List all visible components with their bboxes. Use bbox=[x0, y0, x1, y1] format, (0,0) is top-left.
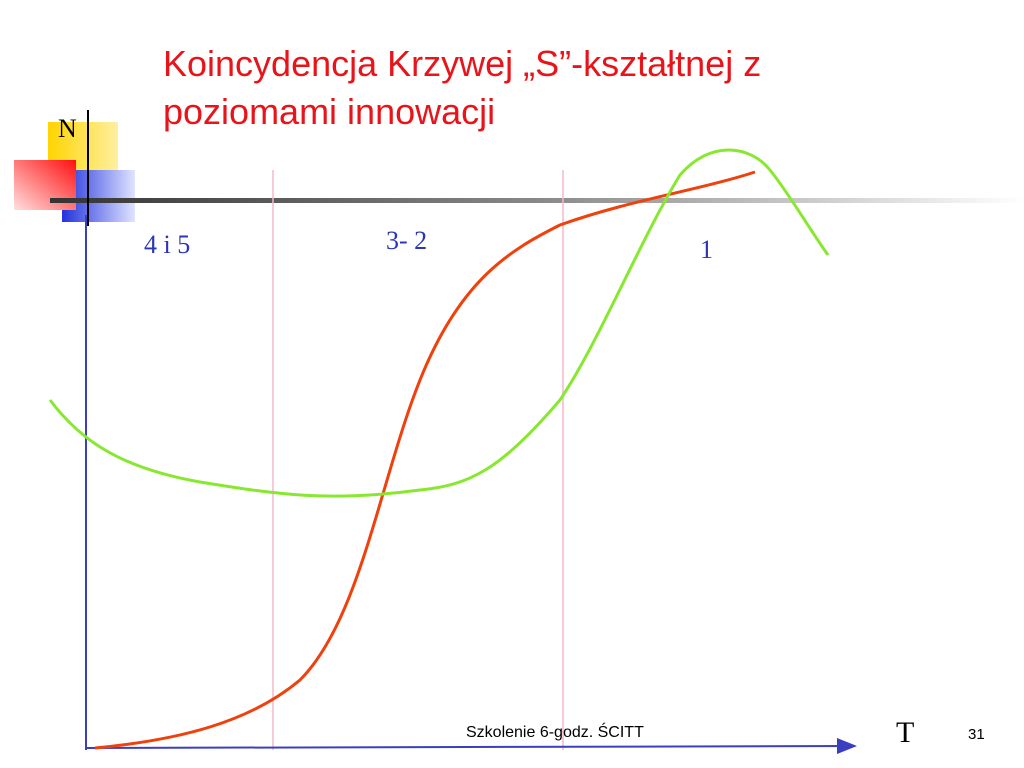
footer: Szkolenie 6-godz. ŚCITT bbox=[466, 724, 644, 741]
title: Koincydencja Krzywej „S”-kształtnej z po… bbox=[163, 43, 762, 132]
x-axis-label: T bbox=[896, 716, 915, 749]
innovation-curve bbox=[48, 148, 830, 498]
decor-line bbox=[50, 198, 1024, 203]
y-axis-label: N bbox=[58, 114, 77, 143]
region-label: 4 i 5 bbox=[144, 230, 191, 259]
region-label: 3- 2 bbox=[386, 226, 428, 255]
region-label: 1 bbox=[700, 235, 713, 264]
x-axis bbox=[85, 738, 857, 755]
page-number: 31 bbox=[968, 726, 985, 743]
s-curve bbox=[94, 170, 756, 750]
